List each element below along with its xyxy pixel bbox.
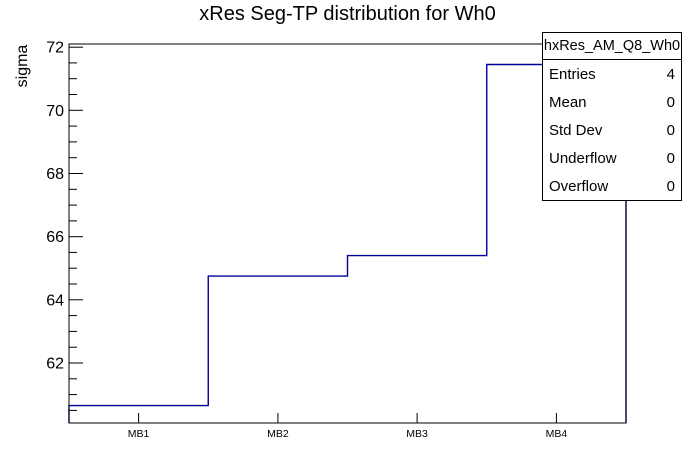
y-tick-label: 68 [46, 166, 64, 183]
stats-row: Entries 4 [543, 60, 681, 88]
stat-value: 0 [666, 93, 675, 111]
stats-row: Underflow 0 [543, 144, 681, 172]
stats-row: Std Dev 0 [543, 116, 681, 144]
y-tick-label: 70 [46, 103, 64, 120]
x-tick-label: MB1 [128, 428, 150, 440]
stats-box: hxRes_AM_Q8_Wh0 Entries 4 Mean 0 Std Dev 0 Und… [542, 32, 682, 201]
x-tick-label: MB4 [546, 428, 568, 440]
y-tick-label: 66 [46, 229, 64, 246]
stat-value: 0 [666, 177, 675, 195]
stat-label: Entries [549, 65, 596, 83]
x-tick-label: MB3 [406, 428, 428, 440]
chart-title: xRes Seg-TP distribution for Wh0 [199, 3, 496, 25]
stat-value: 4 [666, 65, 675, 83]
y-tick-label: 62 [46, 356, 64, 373]
stat-value: 0 [666, 121, 675, 139]
stat-label: Mean [549, 93, 587, 111]
stat-value: 0 [666, 149, 675, 167]
x-tick-label: MB2 [267, 428, 289, 440]
stats-box-title: hxRes_AM_Q8_Wh0 [543, 33, 681, 60]
stat-label: Std Dev [549, 121, 603, 139]
y-tick-label: 64 [46, 292, 64, 309]
y-tick-label: 72 [46, 40, 64, 57]
stat-label: Overflow [549, 177, 609, 195]
stat-label: Underflow [549, 149, 617, 167]
plot-frame [68, 43, 627, 424]
stats-row: Overflow 0 [543, 172, 681, 200]
stats-row: Mean 0 [543, 88, 681, 116]
stats-rows: Entries 4 Mean 0 Std Dev 0 Underflow 0 Overflow 0 [543, 60, 681, 200]
